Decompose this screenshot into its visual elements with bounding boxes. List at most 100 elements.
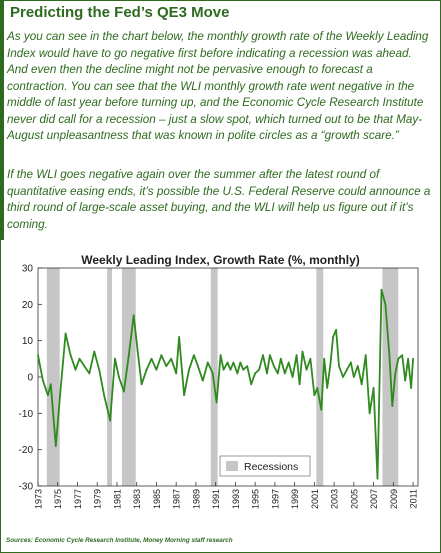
recession-band-4 (316, 268, 324, 486)
data-point (215, 401, 218, 404)
data-point (132, 314, 135, 317)
data-point (291, 376, 294, 378)
data-point (165, 365, 168, 367)
x-tick-label: 2007 (369, 489, 379, 509)
x-tick-label: 2001 (310, 489, 320, 509)
data-point (384, 303, 387, 306)
data-point (410, 387, 412, 389)
y-tick-label: -30 (19, 482, 34, 493)
article-paragraph-1: As you can see in the chart below, the m… (7, 30, 429, 142)
x-tick-label: 1981 (112, 489, 122, 509)
data-point (46, 394, 49, 397)
x-tick-label: 1999 (290, 489, 300, 509)
data-point (74, 368, 77, 371)
data-point (388, 354, 391, 357)
x-tick-label: 1997 (270, 489, 280, 509)
data-point (193, 354, 195, 357)
data-point (229, 368, 232, 371)
data-point (196, 365, 199, 367)
data-point (338, 365, 340, 367)
data-point (178, 336, 181, 338)
source-note: Sources: Economic Cycle Research Institu… (6, 537, 233, 544)
data-point (266, 372, 268, 375)
data-point (239, 361, 242, 364)
data-point (88, 372, 91, 375)
y-tick-label: -20 (19, 445, 34, 456)
data-point (136, 350, 139, 353)
data-point (335, 328, 337, 331)
data-point (276, 372, 279, 375)
data-point (391, 405, 394, 407)
data-point (155, 368, 158, 371)
series-line-0 (37, 288, 414, 480)
data-point (412, 357, 414, 360)
data-point (69, 354, 72, 357)
data-point (160, 354, 163, 357)
legend-box (219, 455, 311, 477)
legend-swatch-recessions (226, 461, 238, 471)
data-point (206, 361, 209, 364)
data-point (287, 361, 290, 364)
y-tick-label: 20 (22, 300, 34, 311)
x-tick-label: 1977 (73, 489, 83, 509)
y-tick-label: 30 (22, 264, 34, 275)
data-point (376, 477, 379, 480)
data-point (201, 379, 204, 382)
data-point (272, 365, 275, 367)
data-point (332, 336, 335, 338)
recession-band-2 (121, 268, 136, 486)
data-point (309, 357, 312, 360)
data-point (103, 394, 106, 397)
data-point (140, 383, 143, 386)
data-point (352, 376, 355, 378)
data-point (298, 383, 301, 386)
x-tick-label: 2011 (409, 489, 419, 508)
data-point (349, 361, 352, 364)
data-point (64, 332, 67, 335)
article-paragraph-2: If the WLI goes negative again over the … (7, 168, 431, 231)
data-point (329, 365, 332, 367)
x-tick-label: 1989 (191, 489, 201, 509)
x-tick-label: 2003 (330, 489, 340, 509)
data-point (301, 350, 304, 353)
recession-band-3 (210, 268, 218, 486)
legend-label-recessions: Recessions (244, 461, 298, 473)
data-point (360, 383, 363, 386)
data-point (222, 368, 225, 371)
x-tick-label: 1993 (231, 489, 241, 509)
data-point (188, 368, 190, 371)
data-point (114, 357, 116, 360)
x-tick-label: 1985 (152, 489, 162, 509)
y-tick-label: -10 (19, 409, 34, 420)
data-point (364, 354, 367, 357)
recession-band-0 (46, 268, 60, 486)
data-point (175, 372, 178, 375)
data-point (59, 387, 62, 389)
data-point (397, 357, 400, 360)
data-point (127, 354, 130, 357)
data-point (305, 368, 308, 371)
data-point (283, 372, 286, 375)
data-point (372, 387, 375, 389)
data-point (93, 350, 96, 353)
data-point (49, 383, 52, 386)
data-point (250, 383, 253, 386)
data-point (150, 357, 153, 360)
data-point (404, 379, 407, 382)
data-point (320, 408, 323, 411)
x-tick-label: 2005 (349, 489, 359, 509)
data-point (122, 390, 125, 393)
x-tick-label: 1979 (93, 489, 103, 509)
data-point (118, 376, 120, 378)
data-point (262, 354, 264, 357)
data-point (42, 379, 44, 382)
data-point (109, 419, 111, 422)
data-point (37, 354, 39, 357)
data-point (394, 372, 397, 375)
data-point (316, 387, 319, 389)
data-point (407, 357, 410, 360)
data-point (313, 394, 316, 397)
data-point (83, 365, 86, 367)
data-point (346, 368, 348, 371)
recession-band-1 (107, 268, 113, 486)
